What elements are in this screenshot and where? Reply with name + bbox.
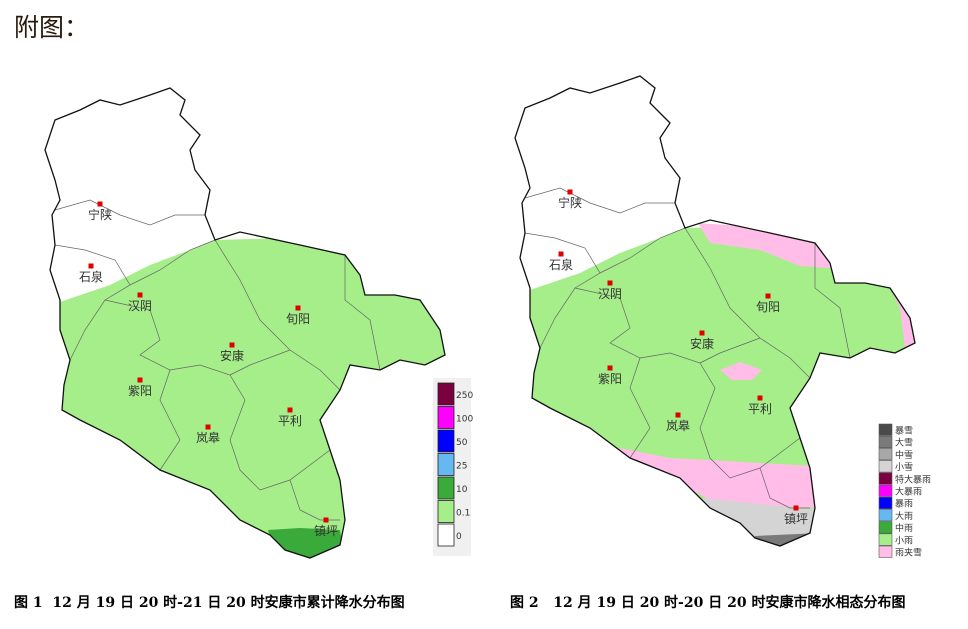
legend-label: 小雪 <box>895 462 913 473</box>
sleet-area-south <box>590 443 820 508</box>
legend-label: 大雪 <box>895 437 913 449</box>
legend-swatch <box>878 545 893 558</box>
city-marker <box>675 412 681 418</box>
city-marker <box>607 280 613 286</box>
city-marker <box>765 293 771 299</box>
legend-label: 50 <box>456 438 468 448</box>
legend-label: 250 <box>456 391 473 401</box>
legend-label: 中雨 <box>895 522 913 534</box>
legend-label: 0.1 <box>456 509 470 519</box>
legend-label: 雨夹雪 <box>895 547 922 559</box>
city-label: 宁陕 <box>88 207 112 222</box>
city-marker <box>757 395 763 401</box>
city-label: 宁陕 <box>558 195 582 210</box>
legend-swatch <box>437 476 455 500</box>
legend-swatch <box>878 435 893 449</box>
legend-swatch <box>878 521 893 534</box>
city-marker <box>295 305 301 311</box>
city-label: 汉阴 <box>128 299 152 313</box>
figure-2-caption: 图 2 12 月 19 日 20 时-20 日 20 时安康市降水相态分布图 <box>510 595 906 611</box>
city-label: 旬阳 <box>286 312 310 326</box>
legend-label: 100 <box>456 415 473 425</box>
city-label: 旬阳 <box>756 300 780 314</box>
legend-label: 大暴雨 <box>895 486 922 498</box>
legend-swatch <box>437 453 455 476</box>
city-label: 安康 <box>220 348 244 363</box>
legend-label: 暴雨 <box>895 499 913 510</box>
city-marker <box>205 424 211 430</box>
city-label: 紫阳 <box>128 384 152 398</box>
legend-swatch <box>437 406 455 429</box>
heavy-snow-area <box>755 533 822 546</box>
legend-swatch <box>437 382 455 406</box>
legend-label: 暴雪 <box>895 426 913 437</box>
city-marker <box>97 201 103 207</box>
city-label: 紫阳 <box>598 372 622 386</box>
legend-swatch <box>437 429 455 453</box>
legend-swatch <box>878 448 893 461</box>
city-label: 镇坪 <box>314 524 338 538</box>
city-marker <box>137 377 143 383</box>
appendix-heading: 附图： <box>14 13 90 42</box>
city-marker <box>229 342 235 348</box>
city-marker <box>558 251 564 257</box>
city-label: 岚皋 <box>666 418 690 433</box>
legend-swatch <box>437 523 455 547</box>
figure-1-caption: 图 1 12 月 19 日 20 时-21 日 20 时安康市累计降水分布图 <box>14 595 405 611</box>
city-marker <box>567 189 573 195</box>
city-marker <box>137 292 143 298</box>
legend-label: 特大暴雨 <box>895 473 931 485</box>
city-marker <box>323 517 329 523</box>
legend-label: 25 <box>456 462 467 472</box>
city-label: 汉阴 <box>598 287 622 301</box>
precip-legend: 250 100 50 25 10 0.1 0 <box>433 378 473 556</box>
city-label: 岚皋 <box>196 430 220 445</box>
legend-swatch <box>878 484 893 497</box>
city-marker <box>287 407 293 413</box>
legend-swatch <box>878 533 893 546</box>
legend-label: 10 <box>456 485 468 495</box>
city-label: 石泉 <box>79 270 103 284</box>
city-marker <box>88 263 94 269</box>
city-label: 镇坪 <box>784 512 808 526</box>
city-label: 安康 <box>690 336 714 351</box>
legend-swatch <box>878 496 893 510</box>
city-marker <box>607 365 613 371</box>
city-label: 平利 <box>748 402 772 416</box>
legend-swatch <box>437 500 455 523</box>
city-marker <box>699 330 705 336</box>
city-marker <box>793 505 799 511</box>
legend-label: 小雨 <box>895 535 913 546</box>
legend-label: 大雨 <box>895 510 913 522</box>
legend-swatch <box>878 509 893 522</box>
light-snow-area <box>700 498 822 546</box>
legend-label: 中雪 <box>895 449 913 461</box>
legend-swatch <box>878 423 893 436</box>
legend-swatch <box>878 472 893 485</box>
city-label: 石泉 <box>549 258 573 272</box>
legend-label: 0 <box>456 532 462 542</box>
sleet-area-center <box>720 362 762 380</box>
legend-swatch <box>878 460 893 473</box>
city-label: 平利 <box>278 414 302 428</box>
